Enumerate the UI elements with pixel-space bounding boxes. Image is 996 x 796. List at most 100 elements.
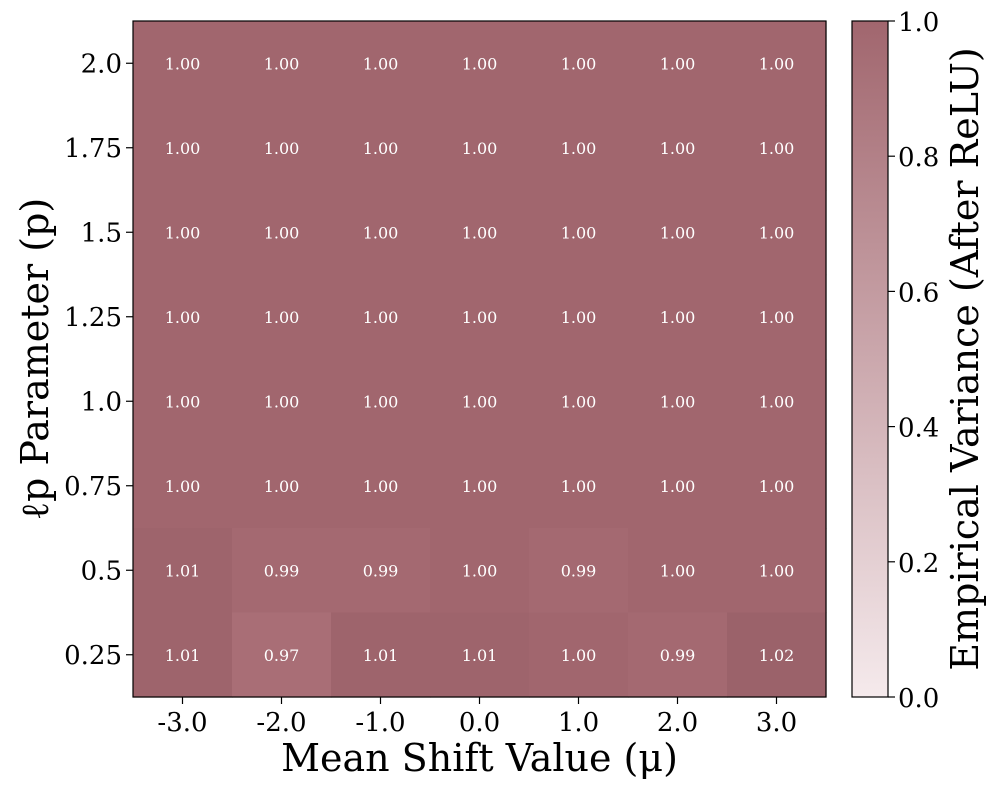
heatmap-cell	[628, 274, 728, 360]
heatmap-cell	[331, 443, 431, 529]
heatmap-cell	[232, 274, 332, 360]
heatmap-cell	[331, 21, 431, 107]
cell-value-label: 1.00	[759, 561, 795, 580]
cell-value-label: 1.00	[264, 308, 300, 327]
heatmap-cell	[430, 528, 530, 614]
cell-value-label: 1.00	[759, 308, 795, 327]
colorbar-tick-label: 1.0	[898, 8, 939, 38]
heatmap-cell	[430, 359, 530, 445]
heatmap-cell	[628, 612, 728, 698]
cell-value-label: 1.01	[165, 561, 201, 580]
y-tick-label: 0.5	[81, 556, 122, 586]
x-tick-label: 2.0	[657, 708, 698, 738]
heatmap-cell-labels: 1.00 1.00 1.00 1.00 1.00 1.00 1.00 1.00 1.00 1.00…	[165, 54, 795, 665]
cell-value-label: 1.00	[264, 223, 300, 242]
heatmap-cell	[727, 528, 827, 614]
heatmap-cell	[232, 21, 332, 107]
cell-value-label: 1.00	[363, 392, 399, 411]
heatmap-cell	[232, 443, 332, 529]
heatmap-cell	[430, 105, 530, 191]
heatmap-cell	[628, 105, 728, 191]
colorbar-tick-label: 0.0	[898, 684, 939, 714]
cell-value-label: 1.00	[759, 139, 795, 158]
cell-value-label: 1.00	[660, 223, 696, 242]
heatmap-cell	[529, 612, 629, 698]
cell-value-label: 1.00	[165, 54, 201, 73]
cell-value-label: 1.00	[264, 139, 300, 158]
y-axis-ticks: 2.0 1.75 1.5 1.25 1.0 0.75 0.5 0.25	[64, 49, 133, 671]
heatmap-cell	[628, 359, 728, 445]
x-axis-title: Mean Shift Value (μ)	[281, 736, 678, 780]
cell-value-label: 1.00	[462, 139, 498, 158]
y-tick-label: 2.0	[81, 49, 122, 79]
cell-value-label: 1.00	[660, 392, 696, 411]
heatmap-cell	[529, 443, 629, 529]
cell-value-label: 1.00	[165, 392, 201, 411]
y-tick-label: 1.0	[81, 387, 122, 417]
heatmap-cell	[232, 190, 332, 276]
heatmap-cell	[529, 359, 629, 445]
cell-value-label: 1.00	[363, 139, 399, 158]
y-axis-title: ℓp Parameter (p)	[13, 198, 57, 520]
cell-value-label: 1.01	[165, 646, 201, 665]
heatmap-cell	[133, 528, 233, 614]
cell-value-label: 0.99	[660, 646, 696, 665]
heatmap-cell	[232, 612, 332, 698]
heatmap-cell	[331, 612, 431, 698]
x-tick-label: 3.0	[756, 708, 797, 738]
heatmap-cell	[529, 190, 629, 276]
heatmap-cell	[331, 190, 431, 276]
heatmap-cell	[133, 190, 233, 276]
heatmap-cell	[727, 443, 827, 529]
cell-value-label: 1.00	[561, 392, 597, 411]
heatmap-cell	[529, 105, 629, 191]
heatmap-cell	[331, 274, 431, 360]
heatmap-cell	[727, 274, 827, 360]
colorbar-tick-label: 0.4	[898, 414, 939, 444]
cell-value-label: 1.00	[264, 477, 300, 496]
heatmap-cell	[727, 21, 827, 107]
heatmap-cell	[430, 190, 530, 276]
heatmap-cell	[133, 21, 233, 107]
colorbar-tick-label: 0.6	[898, 278, 939, 308]
heatmap-cell	[430, 612, 530, 698]
heatmap-cell	[133, 105, 233, 191]
y-tick-label: 1.75	[64, 134, 122, 164]
heatmap-cell	[232, 105, 332, 191]
cell-value-label: 1.00	[660, 561, 696, 580]
cell-value-label: 1.00	[561, 646, 597, 665]
heatmap-cell	[529, 274, 629, 360]
heatmap-cell	[529, 528, 629, 614]
x-tick-label: -2.0	[256, 708, 306, 738]
heatmap-cell	[133, 274, 233, 360]
cell-value-label: 1.00	[462, 392, 498, 411]
heatmap-cell	[727, 612, 827, 698]
heatmap-cell	[331, 105, 431, 191]
x-tick-label: 0.0	[459, 708, 500, 738]
heatmap-cell	[232, 528, 332, 614]
heatmap-cell	[331, 528, 431, 614]
heatmap-cell	[628, 528, 728, 614]
heatmap-cell	[727, 359, 827, 445]
heatmap-cell	[430, 443, 530, 529]
cell-value-label: 1.02	[759, 646, 795, 665]
cell-value-label: 1.00	[561, 308, 597, 327]
y-tick-label: 0.75	[64, 472, 122, 502]
colorbar-ticks: 0.0 0.2 0.4 0.6 0.8 1.0	[888, 8, 939, 714]
y-tick-label: 1.5	[81, 218, 122, 248]
colorbar	[851, 20, 889, 698]
cell-value-label: 1.00	[561, 223, 597, 242]
cell-value-label: 1.00	[165, 223, 201, 242]
cell-value-label: 1.00	[363, 477, 399, 496]
cell-value-label: 1.00	[462, 54, 498, 73]
cell-value-label: 1.00	[462, 223, 498, 242]
cell-value-label: 1.01	[363, 646, 399, 665]
heatmap-cell	[430, 21, 530, 107]
heatmap-cell	[232, 359, 332, 445]
cell-value-label: 1.00	[759, 223, 795, 242]
cell-value-label: 1.00	[165, 139, 201, 158]
heatmap-cell	[628, 21, 728, 107]
colorbar-tick-label: 0.8	[898, 143, 939, 173]
